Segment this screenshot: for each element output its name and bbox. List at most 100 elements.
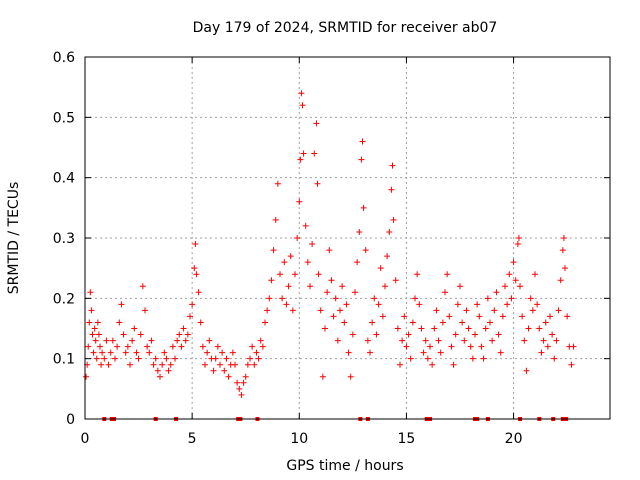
data-point	[435, 337, 442, 344]
data-point	[240, 379, 247, 386]
data-point	[532, 271, 538, 278]
data-point	[324, 289, 331, 296]
data-point	[454, 301, 461, 308]
data-point	[358, 156, 365, 163]
data-point	[184, 331, 191, 338]
data-point	[431, 325, 438, 332]
data-point	[192, 241, 199, 248]
data-point	[349, 331, 356, 338]
data-point	[480, 355, 487, 362]
data-point	[412, 295, 418, 302]
data-point	[97, 343, 103, 350]
data-point	[461, 337, 468, 344]
data-point	[529, 307, 536, 314]
data-point	[482, 325, 489, 332]
data-point	[559, 247, 566, 254]
data-point	[388, 186, 395, 193]
data-point	[285, 283, 292, 290]
data-point	[236, 385, 243, 392]
data-point	[328, 277, 335, 284]
data-point	[234, 379, 241, 386]
data-points	[83, 90, 577, 398]
data-point	[309, 241, 316, 248]
data-point	[281, 259, 288, 266]
data-point	[217, 361, 223, 368]
data-point	[249, 343, 256, 350]
data-point	[242, 373, 249, 380]
data-point	[199, 343, 206, 350]
data-point	[390, 216, 397, 223]
data-point	[521, 337, 528, 344]
data-point	[274, 180, 281, 187]
data-point	[176, 331, 183, 338]
data-point	[442, 289, 448, 296]
data-point	[538, 349, 545, 356]
data-point	[384, 253, 391, 260]
data-point	[255, 355, 262, 362]
data-point	[429, 361, 436, 368]
data-point	[512, 277, 519, 284]
data-point	[352, 289, 358, 296]
data-point	[389, 162, 396, 169]
plot-frame	[84, 56, 611, 420]
data-point	[403, 343, 410, 350]
data-point	[497, 349, 504, 356]
data-point	[499, 313, 506, 320]
data-point	[555, 307, 562, 314]
data-point	[347, 373, 354, 380]
data-point	[214, 343, 221, 350]
data-point	[362, 247, 369, 254]
data-point	[472, 331, 478, 338]
data-point	[210, 367, 217, 374]
data-point	[289, 307, 296, 314]
data-point	[553, 337, 560, 344]
data-point	[283, 301, 290, 308]
data-point	[167, 361, 174, 368]
data-point	[459, 319, 466, 326]
data-point	[139, 283, 146, 290]
data-point	[534, 301, 541, 308]
data-point	[98, 361, 105, 368]
data-point	[264, 307, 271, 314]
data-point	[418, 325, 425, 332]
y-tick-label: 0.3	[53, 231, 75, 247]
data-point	[146, 349, 153, 356]
x-tick-label: 5	[188, 431, 197, 447]
data-point	[116, 319, 123, 326]
data-point	[93, 355, 100, 362]
data-point	[416, 301, 423, 308]
data-point	[133, 349, 140, 356]
data-point	[118, 301, 125, 308]
data-point	[549, 331, 556, 338]
y-tick-label: 0.1	[53, 352, 75, 368]
data-point	[157, 373, 163, 380]
data-point	[212, 355, 219, 362]
data-point	[551, 355, 558, 362]
data-point	[407, 355, 414, 362]
data-point	[508, 295, 515, 302]
data-point	[354, 259, 361, 266]
data-point	[109, 337, 116, 344]
x-axis-title: GPS time / hours	[286, 458, 403, 474]
data-point	[322, 325, 328, 332]
data-point	[343, 301, 350, 308]
data-point	[424, 355, 431, 362]
data-point	[142, 307, 148, 314]
data-point	[399, 337, 406, 344]
data-point	[95, 331, 102, 338]
data-point	[229, 349, 236, 356]
data-point	[371, 295, 378, 302]
data-point	[314, 180, 321, 187]
data-point	[491, 307, 498, 314]
data-point	[180, 325, 187, 332]
data-point	[302, 222, 309, 229]
data-point	[270, 247, 277, 254]
data-point	[502, 283, 508, 290]
data-point	[523, 367, 530, 374]
data-point	[294, 235, 301, 241]
data-point	[101, 355, 108, 362]
data-point	[427, 343, 433, 350]
data-point	[364, 337, 371, 344]
data-point	[88, 307, 95, 314]
data-point	[457, 283, 463, 290]
